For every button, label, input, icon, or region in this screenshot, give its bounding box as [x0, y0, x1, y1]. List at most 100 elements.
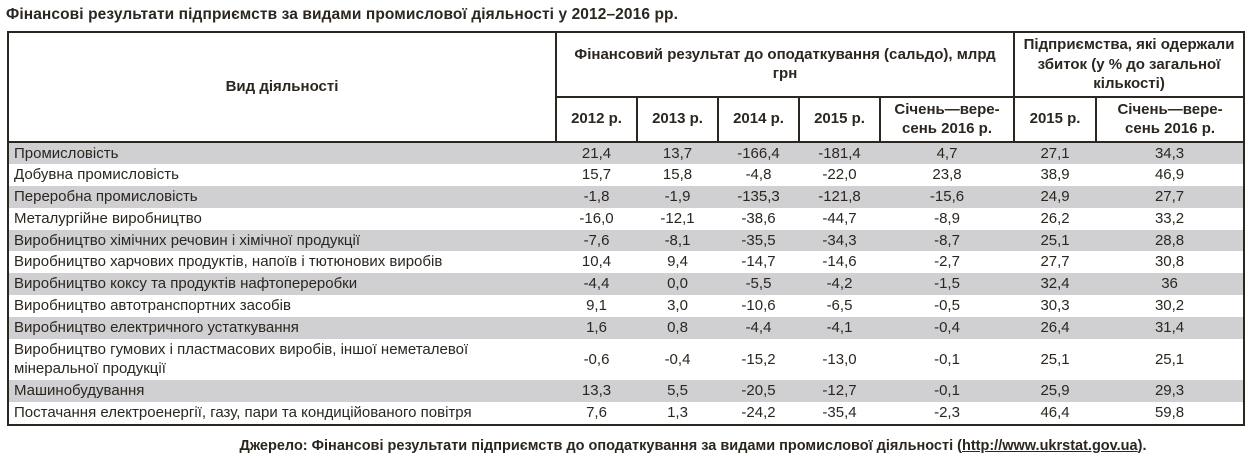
value-cell: 9,4 [667, 253, 688, 271]
value-cell: 46,9 [1154, 166, 1185, 184]
value-cell: 27,1 [1040, 144, 1070, 162]
header-group-row: Вид діяльності Фінансовий результат до о… [7, 31, 1246, 143]
value-cell: -12,7 [822, 382, 857, 400]
table-header: Вид діяльності Фінансовий результат до о… [7, 31, 1246, 143]
value-cell: -0,6 [583, 350, 610, 368]
source-text-suffix: ). [1137, 437, 1147, 454]
group-header-loss-enterprises: Підприємства, які одержали збиток (у % д… [1013, 31, 1246, 98]
value-cell: -10,6 [741, 297, 776, 315]
year-header-2014: 2014 р. [717, 95, 800, 143]
activity-cell: Добувна промисловість [14, 166, 179, 184]
activity-cell: Металургійне виробництво [14, 209, 202, 227]
activity-cell: Промисловість [14, 144, 119, 162]
value-cell: 26,2 [1040, 209, 1070, 227]
activity-cell: Виробництво автотранспортних засобів [14, 297, 291, 315]
value-cell: 30,2 [1154, 297, 1185, 315]
value-cell: -14,7 [741, 253, 776, 271]
table-row: Постачання електроенергії, газу, пари та… [8, 402, 1244, 425]
value-cell: -1,5 [934, 275, 960, 293]
value-cell: 9,1 [586, 297, 607, 315]
activity-cell: Виробництво коксу та продуктів нафтопере… [14, 275, 358, 293]
table-row: Виробництво харчових продуктів, напоїв і… [8, 251, 1244, 273]
value-cell: 24,9 [1040, 188, 1070, 206]
value-cell: 1,3 [667, 404, 688, 422]
value-cell: -6,5 [826, 297, 853, 315]
value-cell: 27,7 [1154, 188, 1185, 206]
value-cell: 30,3 [1040, 297, 1070, 315]
table-row: Машинобудування 13,3 5,5 -20,5 -12,7 -0,1 25,9… [8, 380, 1245, 403]
value-cell: -24,2 [741, 404, 776, 422]
value-cell: -2,7 [934, 253, 960, 271]
value-cell: -0,1 [934, 382, 960, 400]
value-cell: 25,1 [1040, 350, 1070, 368]
value-cell: 31,4 [1154, 318, 1185, 336]
table-row: Металургійне виробництво -16,0 -12,1 -38,6 -… [8, 208, 1244, 230]
value-cell: -0,1 [934, 350, 960, 368]
source-note: Джерело: Фінансові результати підприємст… [0, 438, 1250, 454]
value-cell: -121,8 [818, 188, 861, 206]
value-cell: 7,6 [586, 404, 607, 422]
value-cell: -4,4 [745, 318, 772, 336]
activity-cell: Виробництво харчових продуктів, напоїв і… [14, 253, 443, 271]
value-cell: -1,8 [583, 188, 610, 206]
activity-cell: Постачання електроенергії, газу, пари та… [14, 404, 472, 422]
value-cell: 5,5 [667, 382, 688, 400]
activity-cell: Переробна промисловість [14, 188, 198, 206]
value-cell: 13,7 [662, 144, 693, 162]
table-body: Промисловість 21,4 13,7 -166,4 -181,4 4,7 27,1… [8, 141, 1245, 425]
value-cell: -44,7 [822, 209, 857, 227]
value-cell: -20,5 [741, 382, 776, 400]
year-header-jan-sep-2016: Січень—вере-сень 2016 р. [878, 95, 1016, 143]
table-row: Виробництво коксу та продуктів нафтопере… [8, 273, 1245, 296]
value-cell: -15,6 [929, 188, 965, 206]
activity-cell: Машинобудування [14, 382, 145, 400]
value-cell: -14,6 [822, 253, 857, 271]
value-cell: 4,7 [936, 144, 958, 162]
activity-cell: Виробництво хімічних речовин і хімічної … [14, 231, 360, 249]
year-header-2012: 2012 р. [555, 95, 638, 143]
value-cell: 26,4 [1040, 318, 1070, 336]
value-cell: 13,3 [581, 382, 612, 400]
value-cell: 46,4 [1040, 404, 1070, 422]
value-cell: -8,7 [934, 231, 960, 249]
value-cell: 23,8 [932, 166, 962, 184]
value-cell: 29,3 [1154, 382, 1185, 400]
value-cell: -0,4 [934, 318, 960, 336]
value-cell: -35,4 [822, 404, 857, 422]
value-cell: 1,6 [586, 318, 607, 336]
value-cell: -8,1 [664, 231, 691, 249]
page-title: Фінансові результати підприємств за вида… [6, 6, 679, 23]
value-cell: -5,5 [745, 275, 772, 293]
value-cell: 38,9 [1040, 166, 1070, 184]
value-cell: -22,0 [822, 166, 857, 184]
value-cell: 28,8 [1154, 231, 1185, 249]
value-cell: -1,9 [664, 188, 691, 206]
table-row: Виробництво хімічних речовин і хімічної … [8, 229, 1245, 252]
activity-cell: Виробництво гумових і пластмасових вироб… [14, 340, 469, 378]
value-cell: -35,5 [741, 231, 776, 249]
value-cell: 15,7 [581, 166, 612, 184]
source-link[interactable]: http://www.ukrstat.gov.ua [961, 437, 1138, 454]
financial-results-table: Вид діяльності Фінансовий результат до о… [7, 31, 1246, 426]
value-cell: -2,3 [934, 404, 960, 422]
value-cell: -34,3 [822, 231, 857, 249]
year-header-2015-loss: 2015 р. [1013, 95, 1098, 143]
value-cell: 10,4 [581, 253, 612, 271]
value-cell: 36 [1161, 275, 1178, 293]
value-cell: 3,0 [667, 297, 688, 315]
value-cell: -4,4 [583, 275, 610, 293]
value-cell: 27,7 [1040, 253, 1070, 271]
value-cell: 34,3 [1154, 144, 1185, 162]
value-cell: 30,8 [1154, 253, 1185, 271]
value-cell: -12,1 [660, 209, 695, 227]
value-cell: 25,1 [1154, 350, 1185, 368]
value-cell: -0,4 [664, 350, 691, 368]
source-text-prefix: Джерело: Фінансові результати підприємст… [239, 437, 962, 454]
value-cell: -0,5 [934, 297, 960, 315]
activity-cell: Виробництво електричного устаткування [14, 318, 299, 336]
header-year-row: 2012 р. 2013 р. 2014 р. 2015 р. Січень—в… [8, 95, 1246, 143]
table-row: Виробництво автотранспортних засобів 9,1 3… [8, 295, 1244, 317]
value-cell: 0,8 [667, 318, 688, 336]
value-cell: 0,0 [667, 275, 688, 293]
